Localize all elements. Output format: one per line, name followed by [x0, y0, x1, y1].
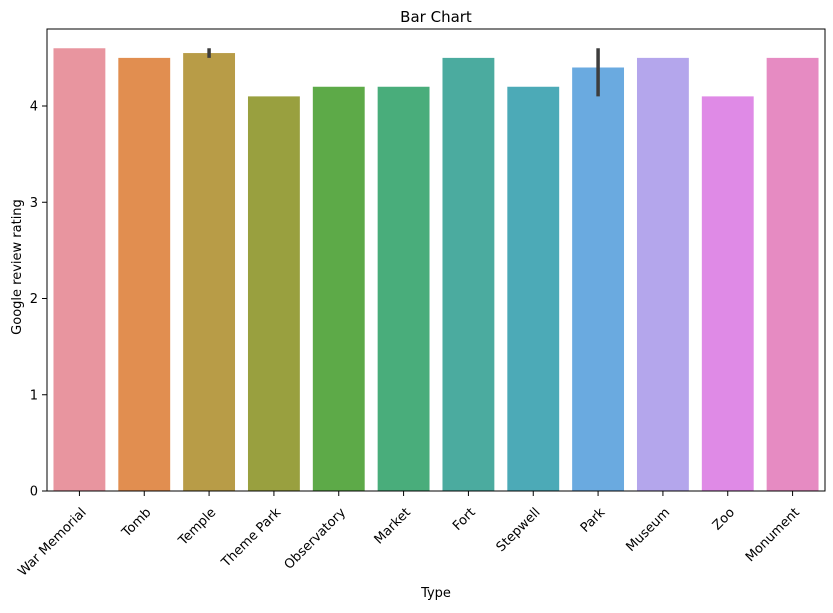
y-tick-label: 2	[30, 292, 38, 307]
plot-frame	[46, 28, 826, 492]
y-tick-label: 3	[30, 196, 38, 211]
x-tick-label: Museum	[624, 505, 674, 555]
error-bars-layer	[207, 48, 600, 97]
x-tick-label: Theme Park	[218, 505, 284, 571]
y-tick-label: 0	[30, 485, 38, 500]
y-tick-label: 4	[30, 100, 38, 115]
bar-zoo	[701, 96, 754, 492]
bar-temple	[183, 53, 236, 492]
x-axis-title: Type	[420, 586, 451, 601]
bar-tomb	[118, 57, 171, 492]
bar-market	[377, 86, 430, 491]
bar-observatory	[312, 86, 365, 491]
x-tick-label: Zoo	[710, 505, 738, 533]
bar-stepwell	[507, 86, 560, 491]
bar-fort	[442, 57, 495, 492]
y-tick-label: 1	[30, 388, 38, 403]
x-tick-label: Monument	[743, 505, 803, 565]
x-tick-label: Observatory	[282, 505, 350, 573]
x-tick-label: War Memorial	[16, 505, 90, 579]
x-tick-label: Stepwell	[494, 505, 544, 555]
x-tick-label: Park	[578, 505, 609, 536]
bars-layer	[53, 48, 819, 492]
x-tick-label: Market	[372, 505, 414, 547]
bar-war-memorial	[53, 48, 106, 491]
bar-monument	[766, 57, 819, 492]
x-tick-label: Temple	[175, 505, 219, 549]
x-tick-label: Tomb	[119, 505, 155, 541]
bar-museum	[636, 57, 689, 492]
x-tick-label: Fort	[450, 505, 479, 534]
chart-title: Bar Chart	[400, 8, 472, 26]
y-axis-title: Google review rating	[10, 199, 25, 335]
bar-park	[572, 67, 625, 491]
bar-theme-park	[247, 96, 300, 492]
